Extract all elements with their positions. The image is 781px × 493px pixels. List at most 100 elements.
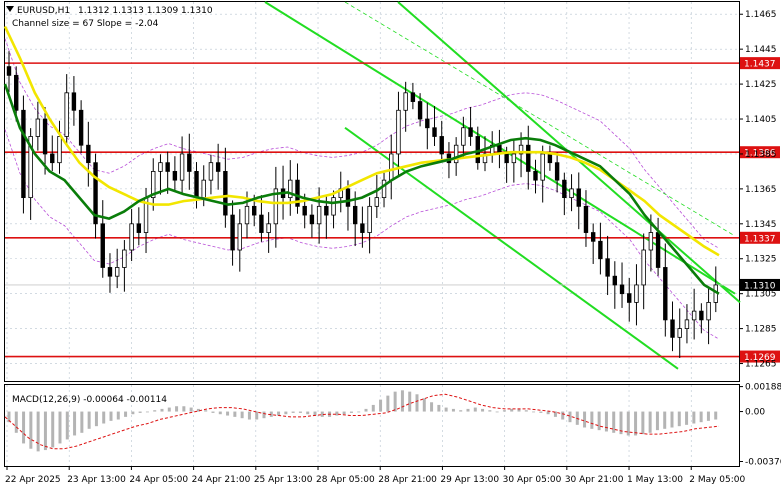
macd-histogram-bar xyxy=(670,411,674,428)
macd-histogram-bar xyxy=(364,408,368,412)
macd-histogram-bar xyxy=(94,411,98,427)
macd-histogram-bar xyxy=(7,411,11,423)
macd-histogram-bar xyxy=(218,411,222,415)
candle-body xyxy=(389,153,394,181)
candle-body xyxy=(201,179,206,199)
macd-histogram-bar xyxy=(495,411,499,413)
candle-body xyxy=(14,74,19,111)
candle-body xyxy=(627,293,632,303)
candles xyxy=(6,51,718,358)
macd-histogram-bar xyxy=(408,391,412,412)
macd-y-tick-label: 0.00 xyxy=(745,408,765,418)
candle-body xyxy=(6,66,12,76)
macd-histogram-bar xyxy=(124,411,128,417)
macd-histogram-bar xyxy=(546,411,550,415)
candle-body xyxy=(114,267,120,277)
candle-body xyxy=(215,162,221,172)
macd-histogram-bar xyxy=(473,407,477,412)
candle-body xyxy=(634,284,639,303)
macd-histogram-bar xyxy=(102,411,106,424)
price-axis: 1.1465 1.1445 1.1425 1.1405 1.1385 1.1365 1.13… xyxy=(739,10,781,467)
price-level-badge xyxy=(740,57,780,70)
candle-body xyxy=(504,153,509,164)
macd-histogram-bar xyxy=(510,408,514,412)
candle-body xyxy=(21,109,26,199)
macd-histogram-bar xyxy=(488,410,492,412)
candle-body xyxy=(244,205,250,225)
macd-histogram-bar xyxy=(269,411,273,417)
macd-histogram-bar xyxy=(22,411,26,444)
candle-body xyxy=(50,153,55,164)
macd-signal-line xyxy=(4,393,720,450)
macd-histogram-bar xyxy=(73,411,77,436)
candle-body xyxy=(165,162,170,172)
macd-histogram-bar xyxy=(342,411,346,415)
candle-body xyxy=(461,127,466,146)
macd-histogram-bar xyxy=(634,411,638,436)
candle-body xyxy=(663,267,668,321)
macd-histogram-bar xyxy=(138,411,142,413)
price-levels: 1.1437 1.1386 1.1337 1.1269 1.1310 xyxy=(5,57,780,363)
y-tick-label: 1.1425 xyxy=(745,80,777,90)
macd-histogram-bar xyxy=(240,411,244,419)
candle-body xyxy=(403,92,408,111)
macd-y-tick-label: -0.00376 xyxy=(745,457,781,467)
grid xyxy=(5,2,739,466)
candle-body xyxy=(367,205,372,233)
candle-body xyxy=(151,171,156,199)
macd-histogram-bar xyxy=(648,411,652,433)
macd-histogram-bar xyxy=(204,410,208,412)
candle-body xyxy=(641,249,646,286)
candle-body xyxy=(35,118,41,137)
y-tick-label: 1.1365 xyxy=(745,185,777,195)
macd-histogram-bar xyxy=(58,411,62,444)
candle-body xyxy=(684,319,690,330)
macd-histogram-bar xyxy=(277,411,281,416)
macd-histogram-bar xyxy=(568,411,572,423)
macd-histogram-bar xyxy=(604,411,608,432)
macd-histogram-bar xyxy=(706,411,710,421)
macd-histogram-bar xyxy=(189,407,193,412)
current-price-label: 1.1310 xyxy=(744,281,776,291)
macd-histogram-bar xyxy=(502,410,506,412)
macd-histogram-bar xyxy=(466,408,470,412)
candle-body xyxy=(78,109,84,146)
macd-histogram-bar xyxy=(612,411,616,433)
y-tick-label: 1.1405 xyxy=(745,115,777,125)
candle-body xyxy=(295,179,300,207)
macd-histogram-bar xyxy=(386,395,390,412)
candle-body xyxy=(28,136,33,199)
macd-histogram-bar xyxy=(553,411,557,417)
candle-body xyxy=(583,205,589,233)
candle-body xyxy=(547,153,553,164)
macd-histogram-bar xyxy=(685,411,689,425)
candle-body xyxy=(331,197,336,216)
candle-body xyxy=(396,109,401,155)
macd-histogram-bar xyxy=(451,408,455,412)
candle-body xyxy=(360,223,365,233)
price-level-label: 1.1337 xyxy=(744,234,776,244)
candle-body xyxy=(57,136,62,164)
candle-body xyxy=(511,153,517,164)
triangle-down-icon[interactable] xyxy=(6,6,14,12)
y-tick-label: 1.1465 xyxy=(745,10,777,20)
macd-histogram-bar xyxy=(371,404,375,412)
candle-body xyxy=(453,144,459,164)
macd-histogram-bar xyxy=(539,411,543,413)
macd-histogram-bar xyxy=(145,411,149,413)
candle-body xyxy=(569,188,574,199)
candle-body xyxy=(605,258,610,277)
y-tick-label: 1.1345 xyxy=(745,220,777,230)
y-tick-label: 1.1265 xyxy=(745,360,777,370)
macd-histogram-bar xyxy=(255,411,259,420)
macd-histogram-bar xyxy=(379,399,383,412)
candle-body xyxy=(410,92,416,102)
candle-body xyxy=(381,179,387,199)
macd-histogram-bar xyxy=(663,411,667,429)
macd-histogram-bar xyxy=(51,411,55,448)
macd-histogram-bar xyxy=(131,411,135,415)
candle-body xyxy=(194,171,199,199)
macd-histogram-bar xyxy=(262,411,266,419)
macd-histogram-bar xyxy=(655,411,659,431)
